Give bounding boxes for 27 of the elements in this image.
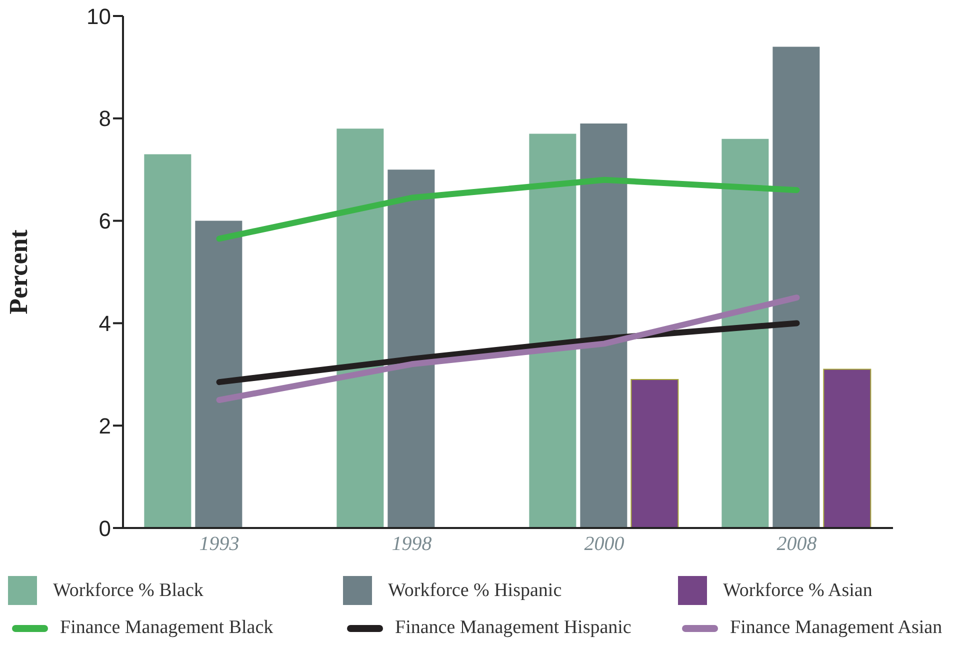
bar (630, 379, 679, 528)
y-axis-title: Percent (4, 229, 34, 314)
legend-label: Workforce % Asian (723, 580, 872, 602)
bar (823, 368, 872, 528)
y-tick-label: 6 (98, 208, 111, 234)
bar (772, 46, 820, 528)
legend-label: Workforce % Black (53, 580, 204, 602)
y-tick-label: 0 (98, 516, 111, 541)
bar (195, 220, 242, 528)
y-tick-label: 2 (98, 413, 111, 438)
bar (580, 124, 628, 528)
x-tick-label: 1993 (199, 533, 240, 556)
x-tick-label: 2008 (776, 533, 817, 556)
bar (336, 128, 384, 528)
legend-label: Finance Management Black (60, 617, 274, 639)
x-tick-label: 1998 (392, 533, 432, 556)
x-tick-label: 2000 (584, 533, 624, 556)
bar (144, 154, 192, 528)
y-tick-label: 10 (86, 4, 111, 29)
bar (722, 138, 769, 528)
legend-label: Finance Management Asian (730, 617, 942, 639)
bar (388, 170, 435, 528)
legend-label: Finance Management Hispanic (395, 617, 632, 639)
y-tick-label: 4 (98, 311, 111, 336)
bar (529, 134, 576, 528)
y-tick-label: 8 (98, 106, 111, 132)
legend-label: Workforce % Hispanic (388, 580, 562, 602)
